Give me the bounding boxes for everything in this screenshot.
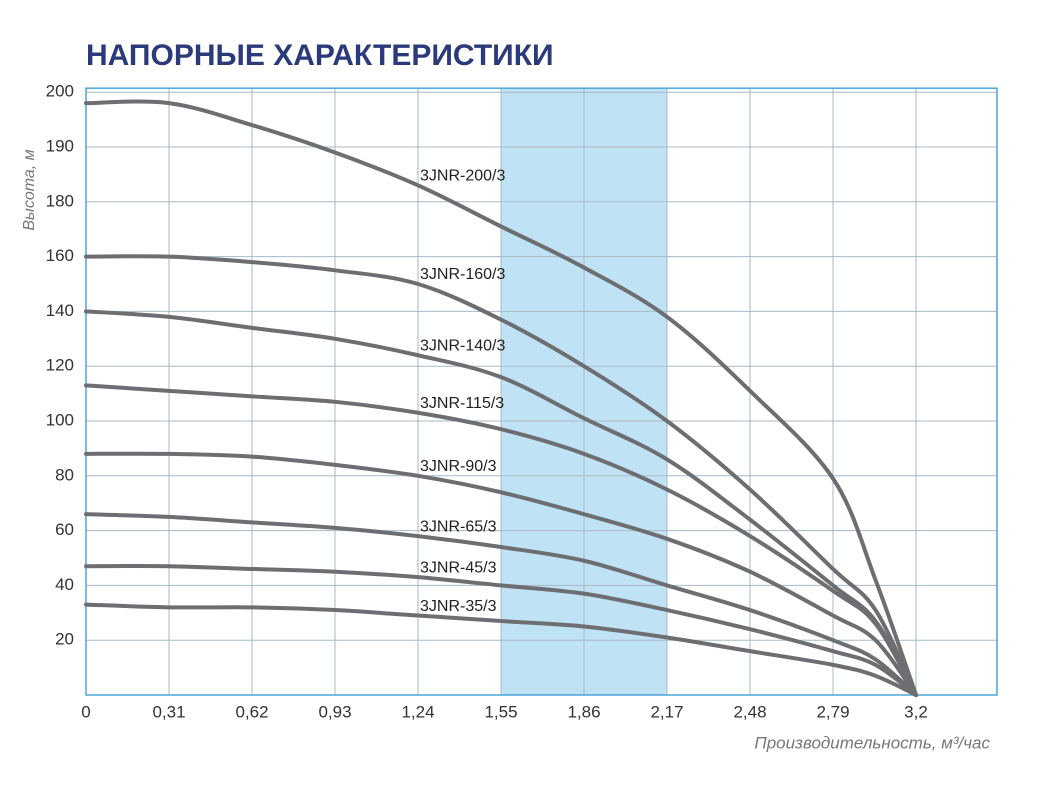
x-tick-label: 0,62 [235, 702, 268, 721]
y-tick-label: 180 [46, 191, 74, 210]
x-tick-label: 1,55 [484, 702, 517, 721]
y-tick-label: 140 [46, 301, 74, 320]
y-tick-label: 120 [46, 356, 74, 375]
curve [84, 309, 918, 697]
y-tick-label: 100 [46, 410, 74, 429]
curve [84, 602, 918, 697]
series-label: 3JNR-160/3 [420, 266, 505, 283]
x-tick-label: 3,2 [904, 702, 928, 721]
y-axis-label: Высота, м [21, 149, 38, 230]
x-tick-label: 0,93 [318, 702, 351, 721]
y-tick-label: 20 [55, 630, 74, 649]
curve [84, 564, 918, 697]
curve [84, 512, 918, 697]
y-tick-label: 200 [46, 82, 74, 101]
series-label: 3JNR-115/3 [420, 395, 504, 412]
y-tick-label: 40 [55, 575, 74, 594]
curve [84, 383, 918, 697]
y-tick-label: 60 [55, 520, 74, 539]
plot-frame [85, 87, 998, 696]
y-tick-label: 80 [55, 465, 74, 484]
series-label: 3JNR-65/3 [420, 518, 497, 535]
y-tick-label: 160 [46, 246, 74, 265]
series-label: 3JNR-45/3 [420, 559, 497, 576]
x-tick-label: 2,48 [733, 702, 766, 721]
x-tick-label: 0,31 [152, 702, 185, 721]
x-tick-label: 1,24 [401, 702, 434, 721]
x-tick-label: 2,79 [816, 702, 849, 721]
series-label: 3JNR-140/3 [420, 337, 505, 354]
series-label: 3JNR-35/3 [420, 598, 497, 615]
y-tick-label: 190 [46, 136, 74, 155]
series-label: 3JNR-90/3 [420, 458, 497, 475]
x-tick-label: 1,86 [567, 702, 600, 721]
x-tick-label: 0 [81, 702, 90, 721]
curve [84, 451, 918, 697]
series-label: 3JNR-200/3 [420, 168, 505, 185]
x-tick-label: 2,17 [650, 702, 683, 721]
chart-title: НАПОРНЫЕ ХАРАКТЕРИСТИКИ [86, 39, 554, 72]
x-axis-label: Производительность, м³/час [754, 733, 990, 752]
curve [84, 254, 918, 697]
curve [84, 99, 918, 697]
